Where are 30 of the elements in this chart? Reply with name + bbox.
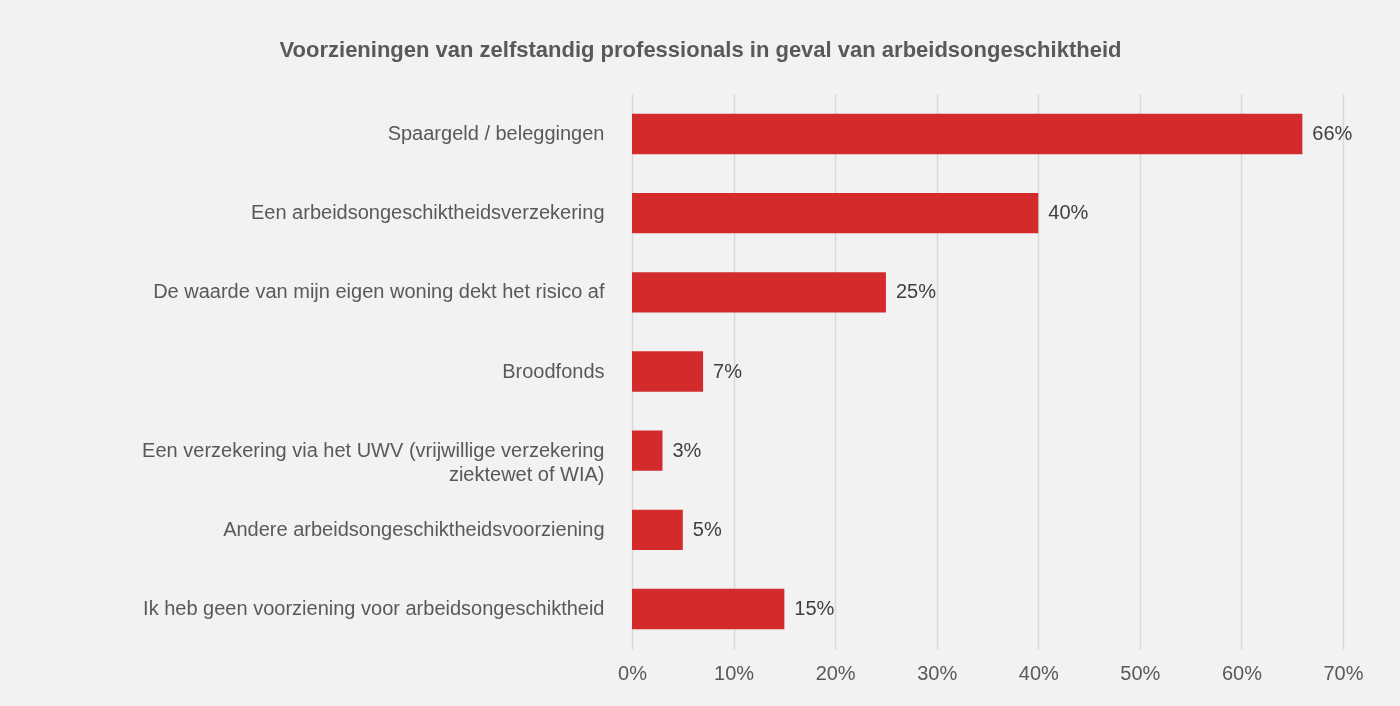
x-tick-label: 70% <box>1323 661 1364 684</box>
data-label: 5% <box>692 517 722 540</box>
x-tick-label: 40% <box>1018 661 1060 684</box>
y-tick-label: Een verzekering via het UWV (vrijwillige verzekering ziektewet of WIA) <box>142 438 605 485</box>
y-tick-label: Andere arbeidsongeschiktheidsvoorziening <box>223 517 605 540</box>
bar <box>632 509 683 551</box>
x-tick-label: 60% <box>1221 661 1263 684</box>
bar <box>632 113 1303 155</box>
x-tick-label: 20% <box>815 661 856 684</box>
x-tick-label: 50% <box>1120 661 1161 684</box>
data-label: 15% <box>794 597 835 620</box>
bar <box>632 351 704 392</box>
y-tick-label: Broodfonds <box>502 359 605 382</box>
x-tick-label: 30% <box>917 661 958 684</box>
bar <box>632 192 1039 234</box>
data-label: 7% <box>713 359 743 382</box>
data-label: 3% <box>672 438 702 461</box>
y-tick-label: Spaargeld / beleggingen <box>387 121 605 144</box>
data-label: 66% <box>1312 121 1353 144</box>
y-tick-label: Een arbeidsongeschiktheidsverzekering <box>250 201 605 224</box>
bar <box>632 272 886 313</box>
x-tick-label: 10% <box>714 661 755 684</box>
bar <box>632 588 785 630</box>
bar <box>632 430 663 471</box>
y-tick-label: Ik heb geen voorziening voor arbeidsongeschiktheid <box>143 597 605 620</box>
x-tick-label: 0% <box>618 661 648 684</box>
chart-title: Voorzieningen van zelfstandig professionals in geval van arbeidsongeschiktheid <box>279 37 1122 62</box>
data-label: 40% <box>1048 201 1089 224</box>
data-label: 25% <box>895 280 937 303</box>
y-tick-label: De waarde van mijn eigen woning dekt het risico af <box>153 280 605 303</box>
